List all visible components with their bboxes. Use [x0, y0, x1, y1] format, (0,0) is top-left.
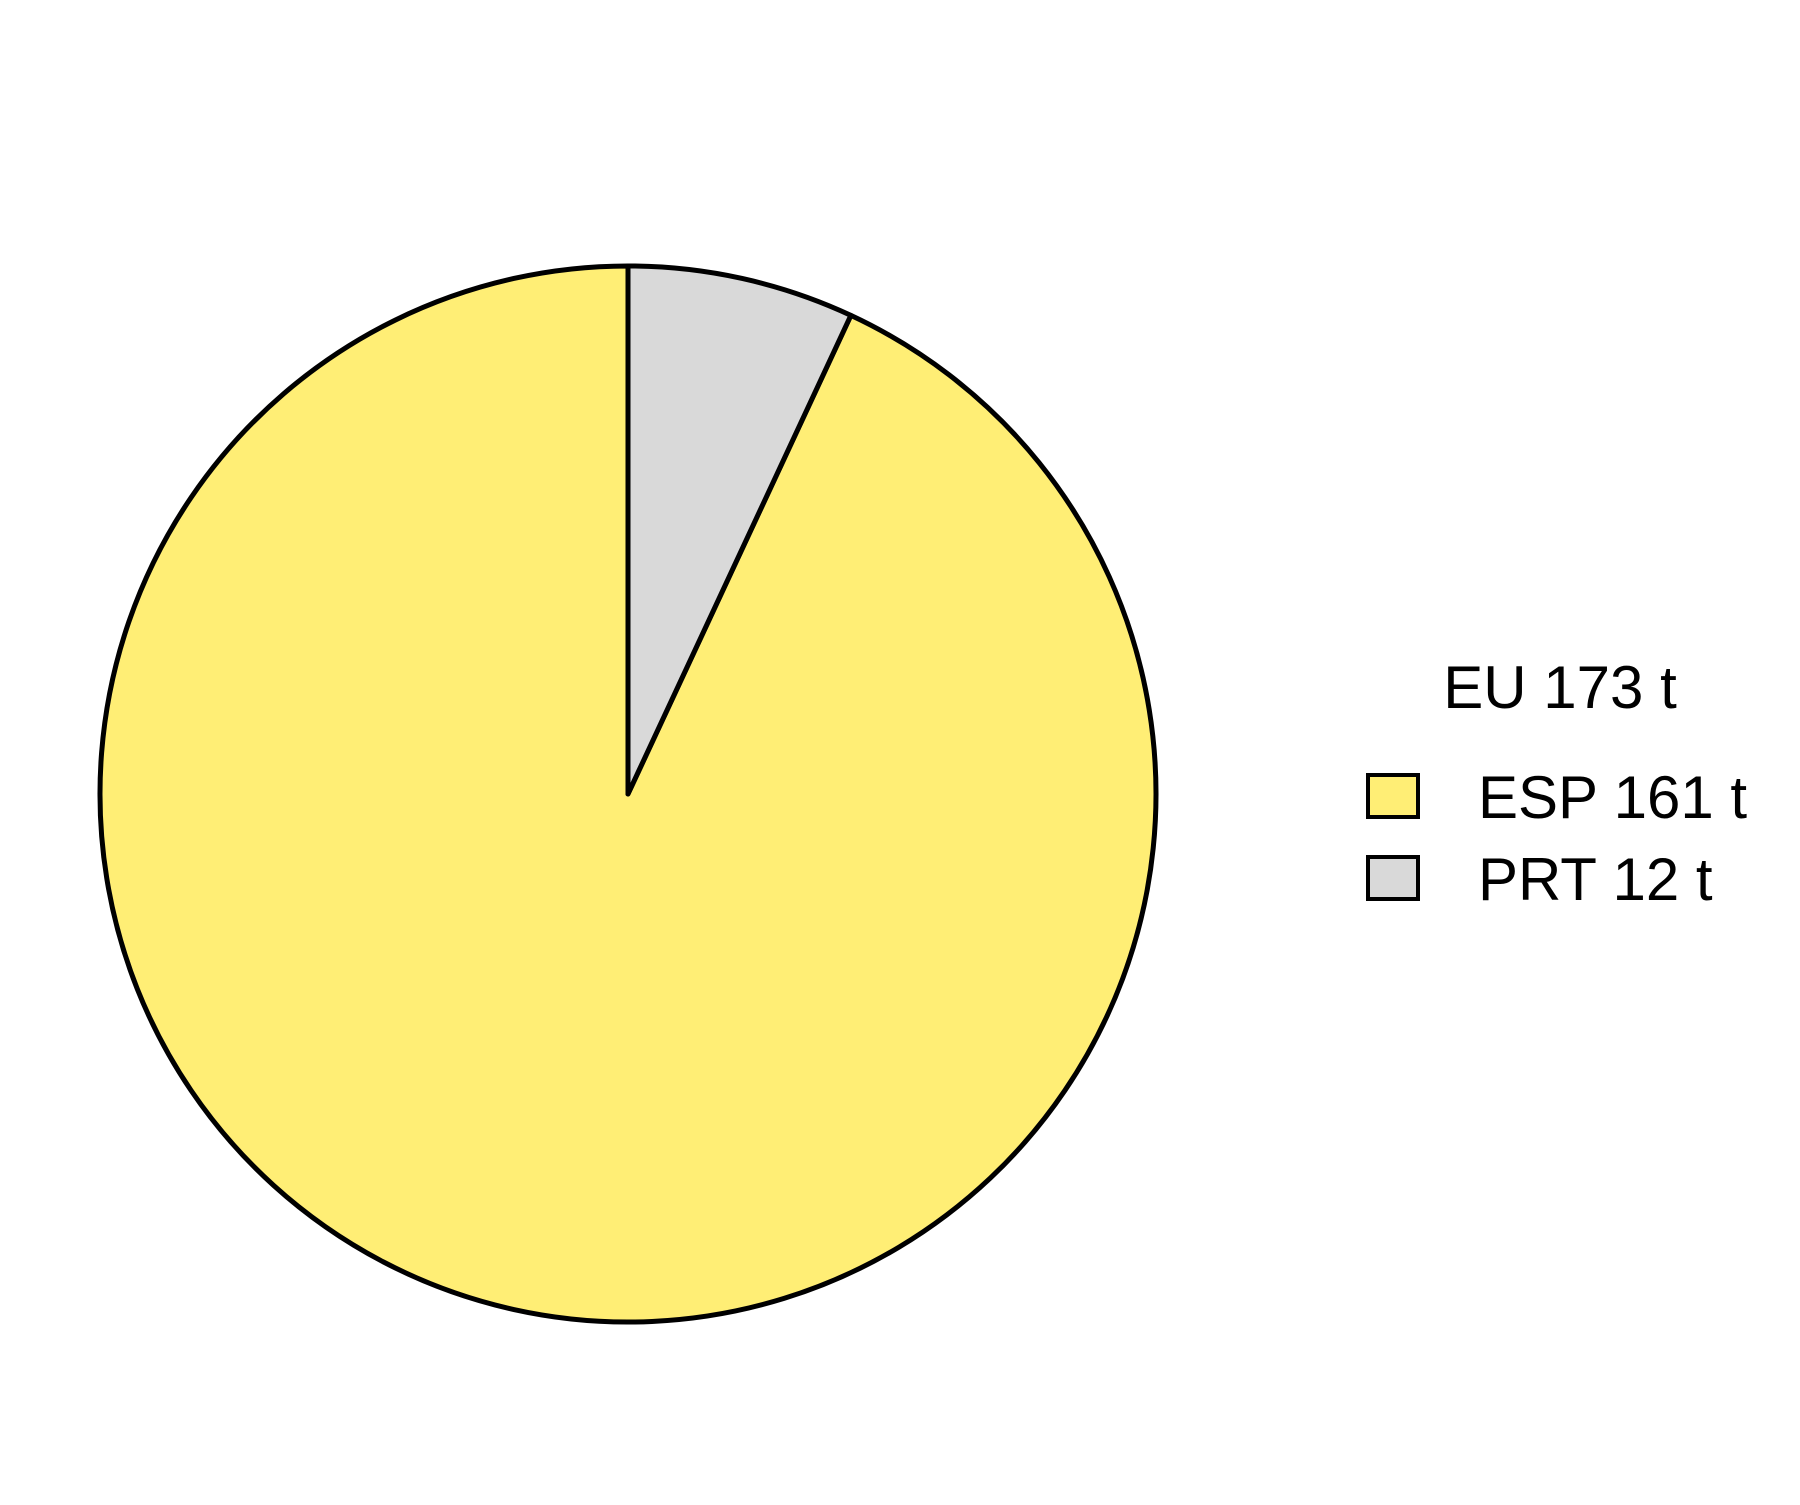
legend-items: ESP 161 t PRT 12 t — [1366, 764, 1747, 913]
legend-item-esp: ESP 161 t — [1366, 764, 1747, 831]
legend-label-esp: ESP 161 t — [1478, 764, 1747, 831]
legend-swatch-esp — [1366, 773, 1420, 819]
legend-label-prt: PRT 12 t — [1478, 846, 1713, 913]
pie-group — [97, 263, 1159, 1325]
legend-item-prt: PRT 12 t — [1366, 846, 1713, 913]
pie-slice-prt — [625, 263, 854, 797]
legend-title: EU 173 t — [1443, 654, 1677, 721]
legend: EU 173 t ESP 161 t PRT 12 t — [1366, 654, 1747, 913]
legend-swatch-prt — [1366, 855, 1420, 901]
